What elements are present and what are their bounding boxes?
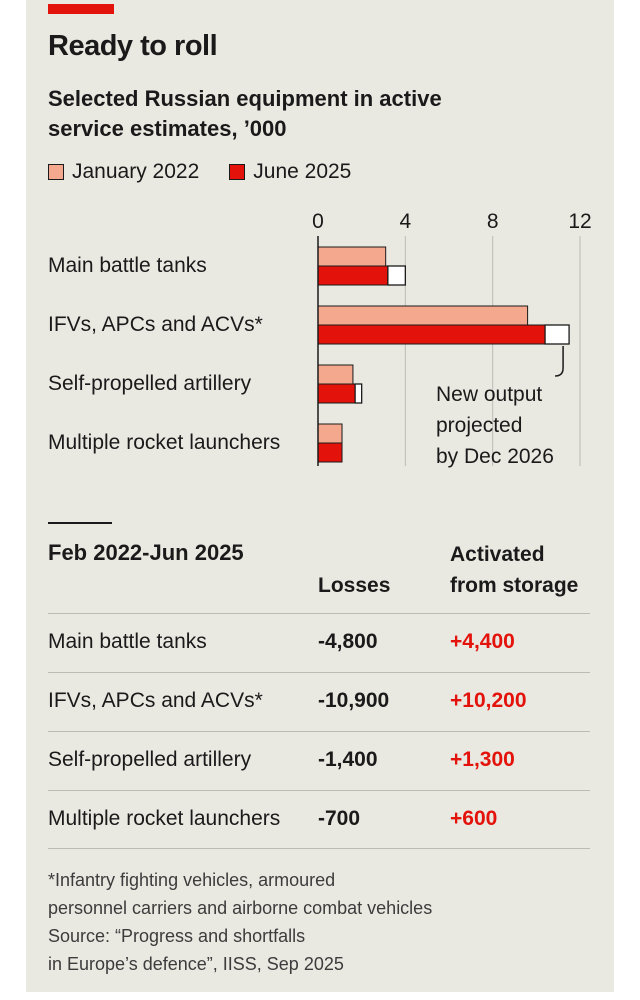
x-tick-label: 4: [399, 210, 411, 233]
source-line: in Europe’s defence”, IISS, Sep 2025: [48, 954, 344, 974]
bar-chart: 0 4 8 12 Main battle tanks IFVs, APCs and ACV…: [48, 210, 592, 468]
bar-jun2025: [317, 442, 343, 463]
row-losses: -4,800: [318, 630, 378, 653]
table-bottom-rule: [48, 848, 590, 849]
table-row: IFVs, APCs and ACVs* -10,900 +10,200: [48, 672, 590, 732]
footnote-line: personnel carriers and airborne combat v…: [48, 898, 433, 918]
row-activated: +1,300: [450, 748, 515, 771]
legend-label-jun2025: June 2025: [253, 160, 352, 183]
row-activated: +600: [450, 807, 498, 830]
chart-panel: [26, 0, 614, 992]
x-tick-label: 12: [568, 210, 591, 233]
bar-projected-output: [544, 324, 570, 345]
category-label: Multiple rocket launchers: [48, 431, 280, 454]
bar-jun2025: [317, 324, 546, 345]
bar-projected-output: [354, 383, 363, 404]
bar-jan2022: [317, 305, 529, 326]
annotation-text: projected: [436, 414, 522, 437]
col-header-activated-line1: Activated: [450, 543, 545, 566]
x-tick-label: 8: [487, 210, 499, 233]
row-label: Self-propelled artillery: [48, 748, 252, 771]
category-label: Self-propelled artillery: [48, 372, 252, 395]
footnote: *Infantry fighting vehicles, armoured pe…: [48, 866, 432, 978]
annotation-text: by Dec 2026: [436, 445, 554, 468]
row-label: IFVs, APCs and ACVs*: [48, 689, 263, 712]
annotation-text: New output: [436, 383, 542, 406]
chart-subtitle: Selected Russian equipment in active ser…: [48, 86, 442, 141]
bar-jun2025: [317, 383, 356, 404]
legend: January 2022 June 2025: [48, 160, 381, 184]
bar-jan2022: [317, 423, 343, 444]
category-label: IFVs, APCs and ACVs*: [48, 313, 263, 336]
row-label: Multiple rocket launchers: [48, 807, 281, 830]
row-label: Main battle tanks: [48, 630, 207, 653]
bar-jan2022: [317, 246, 387, 267]
row-losses: -10,900: [318, 689, 390, 712]
table-row: Main battle tanks -4,800 +4,400: [48, 613, 590, 673]
category-label: Main battle tanks: [48, 254, 207, 277]
legend-swatch-jun2025: [229, 164, 246, 180]
brand-tag: [48, 4, 114, 14]
table-row: Self-propelled artillery -1,400 +1,300: [48, 731, 590, 791]
row-activated: +4,400: [450, 630, 515, 653]
bar-projected-output: [387, 265, 406, 286]
legend-swatch-jan2022: [48, 164, 64, 180]
legend-item-jan2022: January 2022: [48, 160, 199, 184]
col-header-activated: Activated from storage: [450, 539, 578, 601]
bar-jan2022: [317, 364, 354, 385]
bar-jun2025: [317, 265, 389, 286]
row-activated: +10,200: [450, 689, 527, 712]
source-line: Source: “Progress and shortfalls: [48, 926, 306, 946]
table-title: Feb 2022-Jun 2025: [48, 540, 244, 565]
footnote-line: *Infantry fighting vehicles, armoured: [48, 870, 336, 890]
chart-title: Ready to roll: [48, 30, 218, 62]
row-losses: -700: [318, 807, 361, 830]
legend-item-jun2025: June 2025: [229, 160, 351, 184]
table-row: Multiple rocket launchers -700 +600: [48, 790, 590, 850]
row-losses: -1,400: [318, 748, 378, 771]
table-divider: [48, 522, 112, 524]
col-header-activated-line2: from storage: [450, 574, 579, 597]
annotation-leader: [555, 346, 564, 377]
legend-label-jan2022: January 2022: [72, 160, 200, 183]
col-header-losses: Losses: [318, 574, 391, 597]
x-tick-label: 0: [312, 210, 324, 233]
